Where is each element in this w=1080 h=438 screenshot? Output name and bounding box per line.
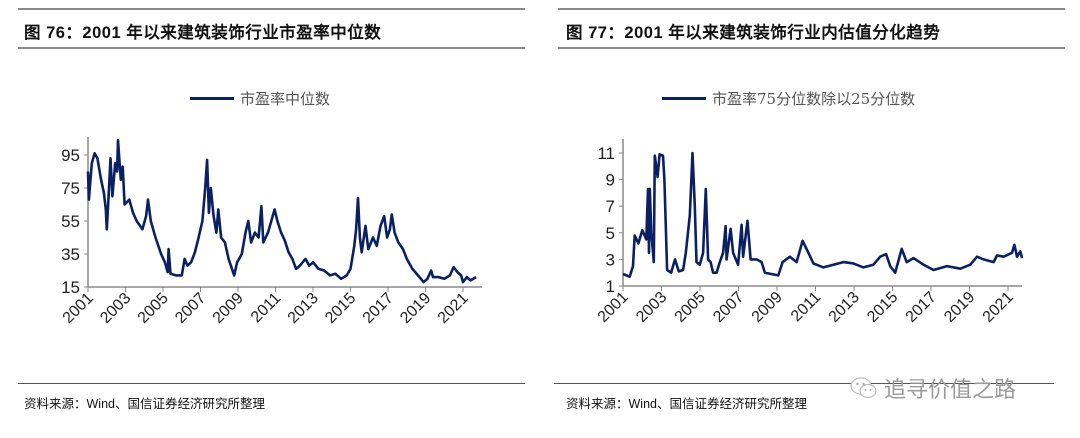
x-tick-label: 2011 xyxy=(788,289,824,325)
x-tick-label: 2009 xyxy=(749,289,786,326)
title-top-rule xyxy=(558,8,1065,10)
series-line xyxy=(86,138,477,284)
x-tick-label: 2009 xyxy=(210,290,247,327)
series-line xyxy=(622,151,1024,278)
watermark: 追寻价值之路 xyxy=(850,372,1016,404)
x-tick-label: 2013 xyxy=(285,290,322,327)
y-tick-label: 15 xyxy=(61,278,80,297)
x-tick-label: 2017 xyxy=(360,290,397,327)
y-tick-label: 75 xyxy=(61,179,80,198)
x-tick-label: 2011 xyxy=(248,290,284,326)
x-tick-label: 2003 xyxy=(97,290,134,327)
watermark-text: 追寻价值之路 xyxy=(884,377,1017,402)
x-tick-label: 2015 xyxy=(322,290,359,327)
x-tick-label: 2003 xyxy=(633,289,670,326)
y-tick-label: 55 xyxy=(61,212,80,231)
x-tick-label: 2017 xyxy=(903,289,940,326)
source-rule xyxy=(18,383,525,384)
y-tick-label: 5 xyxy=(606,224,615,243)
y-tick-label: 7 xyxy=(606,197,615,216)
x-tick-label: 2007 xyxy=(172,290,209,327)
x-tick-label: 2019 xyxy=(397,290,434,327)
legend-77: 市盈率75分位数除以25分位数 xyxy=(662,88,915,109)
x-tick-label: 2015 xyxy=(864,289,901,326)
x-tick-label: 2007 xyxy=(710,289,747,326)
wechat-icon xyxy=(850,377,877,399)
title-bottom-rule xyxy=(18,47,525,49)
chart-title-76: 图 76：2001 年以来建筑装饰行业市盈率中位数 xyxy=(24,24,382,42)
x-tick-label: 2021 xyxy=(435,290,472,327)
y-tick-label: 35 xyxy=(61,245,80,264)
legend-label: 市盈率中位数 xyxy=(240,90,331,108)
title-top-rule xyxy=(18,8,525,10)
title-bottom-rule xyxy=(558,47,1065,49)
legend-76: 市盈率中位数 xyxy=(190,88,330,109)
source-note-77: 资料来源：Wind、国信证券经济研究所整理 xyxy=(566,397,807,411)
y-tick-label: 1 xyxy=(606,277,615,296)
source-rule xyxy=(554,383,1054,384)
x-tick-label: 2001 xyxy=(595,289,632,326)
legend-label: 市盈率75分位数除以25分位数 xyxy=(712,90,916,108)
x-tick-label: 2013 xyxy=(826,289,863,326)
x-tick-label: 2005 xyxy=(672,289,709,326)
x-tick-label: 2005 xyxy=(135,290,172,327)
legend-swatch xyxy=(190,97,234,100)
x-tick-label: 2021 xyxy=(980,289,1017,326)
y-tick-label: 9 xyxy=(606,171,615,190)
x-tick-label: 2019 xyxy=(941,289,978,326)
chart-title-77: 图 77：2001 年以来建筑装饰行业内估值分化趋势 xyxy=(566,24,941,42)
y-tick-label: 95 xyxy=(61,146,80,165)
source-note-76: 资料来源：Wind、国信证券经济研究所整理 xyxy=(24,397,265,411)
y-tick-label: 11 xyxy=(597,144,615,163)
y-tick-label: 3 xyxy=(606,250,615,269)
legend-swatch xyxy=(662,97,706,100)
